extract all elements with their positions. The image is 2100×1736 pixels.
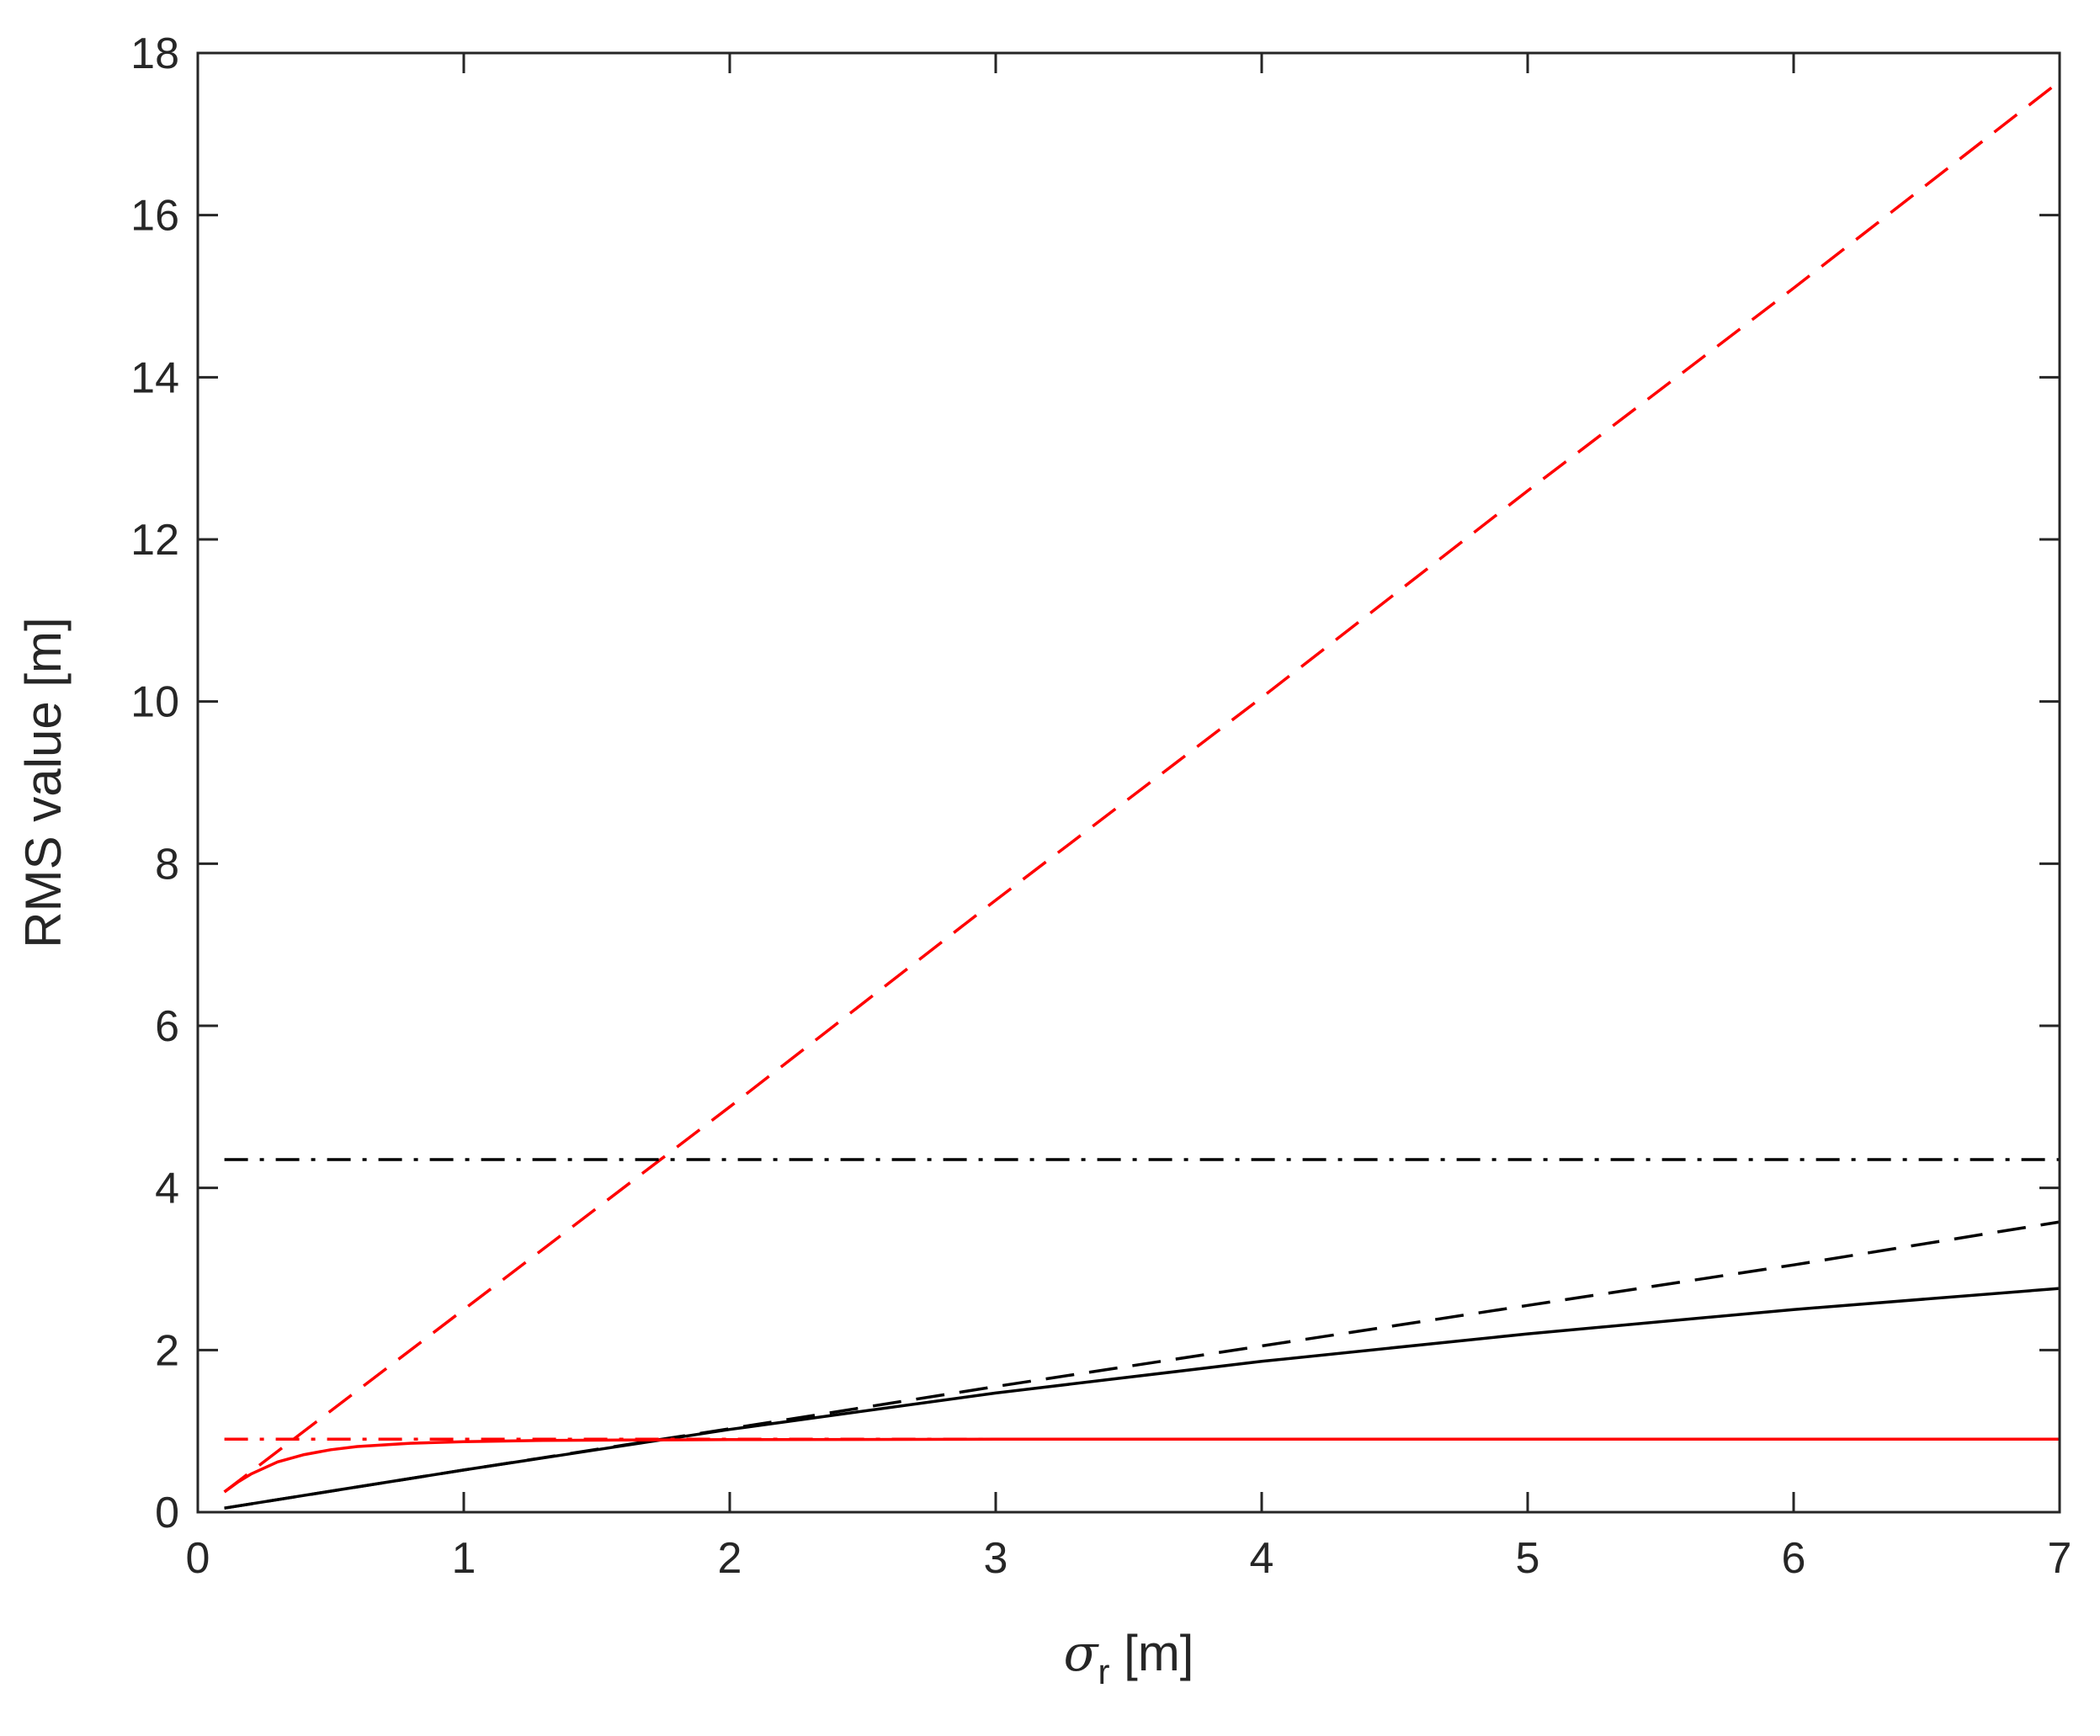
y-tick-label: 10	[130, 678, 179, 727]
y-tick-label: 0	[155, 1489, 179, 1537]
x-axis-unit: [m]	[1109, 1625, 1194, 1681]
series-line-6	[223, 1437, 2060, 1494]
x-tick-label: 4	[1250, 1534, 1274, 1583]
y-tick-label: 16	[130, 192, 179, 241]
y-axis-ticks: 0 2 4 6 8 10 12 14 16 18	[130, 29, 2060, 1537]
x-tick-label: 7	[2048, 1534, 2072, 1583]
y-tick-label: 12	[130, 516, 179, 565]
y-tick-label: 4	[155, 1165, 179, 1213]
x-axis-subscript: r	[1098, 1652, 1109, 1691]
y-tick-label: 6	[155, 1002, 179, 1051]
x-tick-label: 5	[1516, 1534, 1540, 1583]
x-tick-label: 2	[718, 1534, 742, 1583]
plot-frame	[196, 51, 2061, 1514]
x-axis-ticks: 0 1 2 3 4 5 6 7	[186, 53, 2072, 1583]
x-axis-label: σr [m]	[1064, 1624, 1194, 1691]
x-tick-label: 6	[1782, 1534, 1806, 1583]
y-axis-label: RMS value [m]	[15, 617, 72, 948]
series-line-4	[224, 1287, 2060, 1510]
x-tick-label: 1	[452, 1534, 476, 1583]
y-tick-label: 2	[155, 1326, 179, 1375]
x-tick-label: 0	[186, 1534, 210, 1583]
y-tick-label: 8	[155, 840, 179, 889]
y-tick-label: 18	[130, 29, 179, 78]
plot-series	[223, 80, 2061, 1510]
series-line-1	[223, 80, 2061, 1494]
x-tick-label: 3	[984, 1534, 1008, 1583]
y-tick-label: 14	[130, 353, 179, 402]
x-axis-symbol: σ	[1064, 1624, 1100, 1683]
